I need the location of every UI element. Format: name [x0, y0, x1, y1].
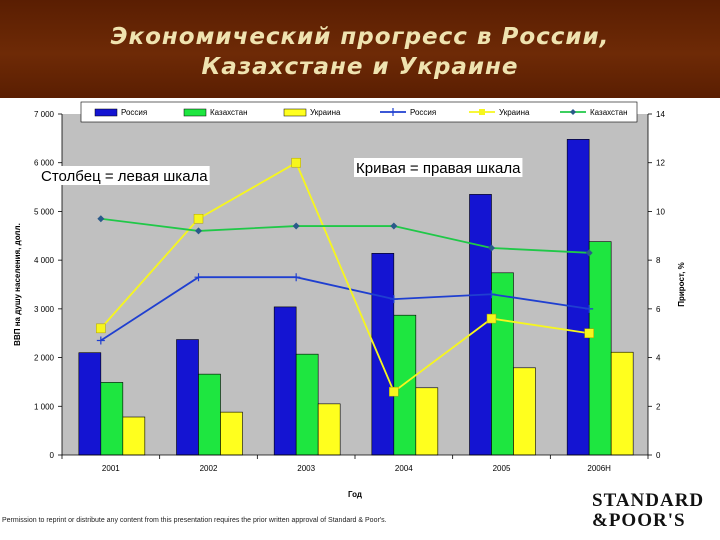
- gdp-growth-chart: 0 1 000 2 000 3 000 4 000 5 000 6 000 7 000 0 2 4 6…: [13, 101, 686, 499]
- y2-tick-label-2: 4: [656, 354, 661, 363]
- title-line-2: Казахстане и Украине: [201, 54, 519, 80]
- bar-2-0: [122, 416, 146, 456]
- copyright-note: Permission to reprint or distribute any …: [2, 517, 387, 524]
- bar-1-0: [100, 382, 124, 456]
- marker-0-0: [96, 336, 105, 345]
- bar-1-1: [198, 373, 221, 456]
- y2-tick-label-6: 12: [656, 159, 665, 168]
- y2-tick-label-4: 8: [656, 256, 661, 265]
- y-tick-label-3: 3 000: [34, 305, 55, 314]
- y2-tick-label-3: 6: [656, 305, 661, 314]
- legend-label-5: Казахстан: [590, 108, 628, 117]
- y2-axis-title: Прирост, %: [677, 262, 686, 307]
- legend-box: [80, 101, 638, 123]
- legend-label-4: Украина: [499, 108, 530, 117]
- x-tick-label-2: 2003: [297, 464, 315, 473]
- bar-2-3: [415, 387, 439, 456]
- x-axis-title: Год: [348, 490, 362, 499]
- legend-swatch-bar-0: [94, 108, 118, 117]
- legend-marker-1: [479, 109, 485, 115]
- marker-1-4: [486, 313, 497, 324]
- y-tick-label-4: 4 000: [34, 256, 55, 265]
- marker-1-2: [291, 157, 301, 168]
- y-axis-title: ВВП на душу населения, долл.: [13, 223, 22, 346]
- bar-0-1: [176, 339, 199, 456]
- bar-1-4: [491, 272, 514, 456]
- bar-1-5: [588, 241, 612, 456]
- legend-label-0: Россия: [121, 108, 147, 117]
- line-series-1: [100, 161, 590, 394]
- bar-2-4: [513, 367, 536, 456]
- x-tick-label-1: 2002: [200, 464, 218, 473]
- logo-line-1: STANDARD: [592, 490, 705, 511]
- annotation-bg-0: [39, 166, 210, 185]
- y-tick-label-0: 0: [50, 451, 55, 460]
- legend-label-1: Казахстан: [210, 108, 248, 117]
- y-tick-label-7: 7 000: [34, 110, 55, 119]
- bar-0-0: [78, 352, 102, 456]
- marker-2-5: [585, 249, 593, 257]
- bar-2-1: [220, 411, 243, 456]
- x-tick-label-3: 2004: [395, 464, 413, 473]
- annotation-bars-left-scale: Столбец = левая шкала: [41, 168, 208, 185]
- legend-marker-2: [570, 109, 576, 115]
- marker-2-3: [390, 222, 398, 230]
- y2-tick-label-5: 10: [656, 207, 665, 216]
- legend-swatch-bar-2: [283, 108, 307, 117]
- bar-0-3: [371, 253, 395, 456]
- legend-label-3: Россия: [410, 108, 436, 117]
- annotation-bg-1: [354, 158, 523, 177]
- marker-0-3: [389, 295, 398, 304]
- marker-1-0: [96, 323, 106, 334]
- y2-tick-label-0: 0: [656, 451, 661, 460]
- bar-0-2: [273, 306, 297, 456]
- title-line-1: Экономический прогресс в России,: [110, 24, 610, 50]
- y2-tick-label-1: 2: [656, 402, 661, 411]
- bar-1-2: [295, 353, 319, 456]
- y-tick-label-5: 5 000: [34, 207, 55, 216]
- standard-poors-logo: STANDARD &POOR'S: [592, 491, 718, 531]
- bar-1-3: [393, 314, 417, 456]
- bar-2-2: [317, 403, 341, 456]
- annotation-lines-right-scale: Кривая = правая шкала: [356, 160, 521, 177]
- marker-2-1: [195, 227, 202, 235]
- marker-2-2: [292, 222, 300, 230]
- marker-0-4: [487, 290, 496, 299]
- marker-2-4: [488, 244, 495, 252]
- bar-0-5: [566, 139, 590, 456]
- y2-tick-label-7: 14: [656, 110, 665, 119]
- bar-0-4: [469, 194, 492, 456]
- y-tick-label-2: 2 000: [34, 354, 55, 363]
- x-tick-label-0: 2001: [102, 464, 120, 473]
- line-series-0: [100, 276, 590, 342]
- logo-line-2: &POOR'S: [592, 510, 686, 531]
- marker-0-1: [194, 273, 203, 282]
- y-tick-label-6: 6 000: [34, 159, 55, 168]
- slide-header: Экономический прогресс в России, Казахст…: [0, 0, 720, 98]
- marker-1-3: [389, 386, 399, 397]
- x-tick-label-4: 2005: [493, 464, 511, 473]
- slide-title: Экономический прогресс в России, Казахст…: [0, 22, 720, 82]
- marker-1-1: [193, 213, 204, 224]
- legend-label-2: Украина: [310, 108, 341, 117]
- marker-0-5: [585, 304, 594, 313]
- marker-0-2: [292, 273, 301, 282]
- marker-1-5: [584, 328, 594, 338]
- legend-swatch-bar-1: [183, 108, 207, 117]
- y-tick-label-1: 1 000: [34, 402, 55, 411]
- x-tick-label-5: 2006Н: [587, 464, 611, 473]
- line-series-2: [100, 217, 590, 254]
- bar-2-5: [610, 351, 634, 456]
- marker-2-0: [97, 215, 105, 223]
